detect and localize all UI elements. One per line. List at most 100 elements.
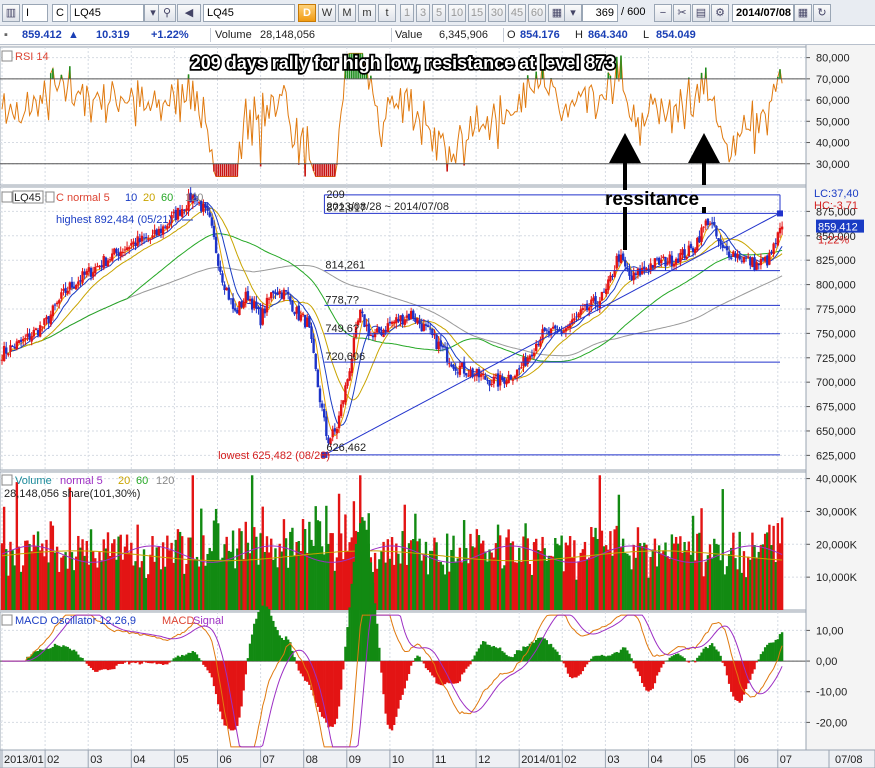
- trend-end-handle[interactable]: [777, 210, 783, 217]
- interval-10-button[interactable]: 10: [448, 4, 466, 22]
- low-tag-label: 626,462: [326, 442, 366, 454]
- period-minute-button[interactable]: m: [358, 4, 376, 22]
- candle-body: [356, 320, 360, 326]
- macd-oscillator-bar: [721, 661, 724, 663]
- search-icon[interactable]: ⚲: [158, 4, 176, 22]
- tools-icon[interactable]: ✂: [673, 4, 691, 22]
- interval-1-button[interactable]: 1: [400, 4, 414, 22]
- period-week-button[interactable]: W: [318, 4, 336, 22]
- interval-30-button[interactable]: 30: [488, 4, 506, 22]
- macd-oscillator-bar: [238, 661, 241, 718]
- refresh-icon[interactable]: ↻: [813, 4, 831, 22]
- period-day-button[interactable]: D: [298, 4, 316, 22]
- volume-bar: [384, 562, 387, 610]
- candle-body: [373, 332, 377, 338]
- volume-bar: [310, 539, 313, 610]
- interval-3-button[interactable]: 3: [416, 4, 430, 22]
- rsi-options-icon[interactable]: [1, 50, 13, 62]
- macd-oscillator-bar: [286, 639, 290, 662]
- volume-bar: [409, 540, 413, 610]
- symbol-input[interactable]: LQ45: [70, 4, 144, 22]
- macd-oscillator-bar: [479, 644, 483, 662]
- symbol-prefix-select[interactable]: I: [22, 4, 48, 22]
- candle-body: [471, 368, 474, 378]
- volume-bar: [390, 537, 394, 610]
- symbol-type[interactable]: C: [52, 4, 68, 22]
- count-input[interactable]: 369: [582, 4, 618, 22]
- macd-options-icon[interactable]: [1, 614, 13, 626]
- macd-oscillator-bar: [159, 661, 163, 664]
- candle-body: [469, 370, 472, 377]
- candle-body: [335, 428, 339, 434]
- minus-icon[interactable]: −: [654, 4, 672, 22]
- macd-oscillator-bar: [352, 561, 356, 662]
- macd-oscillator-bar: [346, 627, 349, 662]
- candle-body: [310, 326, 313, 340]
- current-price-label: 859,412: [818, 222, 858, 234]
- interval-5-button[interactable]: 5: [432, 4, 446, 22]
- macd-oscillator-bar: [486, 644, 489, 662]
- settings-icon[interactable]: ⚙: [711, 4, 729, 22]
- candle-body: [127, 247, 131, 249]
- macd-oscillator-bar: [147, 661, 150, 664]
- count-dropdown-icon[interactable]: ▾: [564, 4, 582, 22]
- period-tick-button[interactable]: t: [378, 4, 396, 22]
- calendar-icon[interactable]: ▦: [794, 4, 812, 22]
- volume-bar: [174, 539, 178, 610]
- volume-bar: [494, 543, 498, 610]
- volume-bar: [34, 546, 38, 610]
- volume-bar: [62, 555, 65, 610]
- volume-bar: [36, 531, 40, 610]
- interval-45-button[interactable]: 45: [508, 4, 526, 22]
- volume-bar: [246, 542, 250, 610]
- volume-bar: [456, 558, 459, 610]
- macd-oscillator-bar: [706, 648, 710, 662]
- volume-options-icon[interactable]: [1, 474, 13, 486]
- candle-body: [386, 323, 390, 333]
- candle-body: [503, 377, 506, 384]
- main-options-icon[interactable]: [1, 191, 13, 203]
- volume-bar: [219, 559, 222, 610]
- candle-body: [532, 352, 536, 357]
- stock-chart[interactable]: 80,000 70,000 60,000 50,000 40,000 30,000 875,…: [0, 45, 875, 768]
- volume-bar: [454, 561, 457, 610]
- candle-body: [715, 225, 718, 237]
- volume-bar: [577, 562, 580, 610]
- price-tick-label: 625,000: [816, 450, 856, 462]
- macd-oscillator-bar: [655, 661, 659, 676]
- interval-60-button[interactable]: 60: [528, 4, 546, 22]
- save-icon[interactable]: ▤: [692, 4, 710, 22]
- candle-body: [161, 226, 165, 235]
- macd-oscillator-bar: [263, 607, 267, 662]
- macd-oscillator-bar: [115, 661, 118, 666]
- volume-bar: [197, 566, 201, 610]
- macd-oscillator-bar: [399, 661, 402, 700]
- volume-bar: [83, 555, 86, 610]
- candle-body: [153, 229, 156, 235]
- macd-oscillator-bar: [113, 661, 116, 670]
- macd-oscillator-bar: [140, 661, 144, 664]
- macd-oscillator-bar: [649, 661, 652, 691]
- macd-oscillator-bar: [719, 655, 722, 662]
- macd-oscillator-bar: [272, 620, 275, 662]
- volume-bar: [725, 566, 729, 610]
- rsi-line: [1, 52, 783, 177]
- volume-bar: [397, 553, 400, 610]
- volume-bar: [772, 525, 775, 610]
- volume-bar: [460, 562, 464, 610]
- macd-oscillator-bar: [183, 655, 186, 662]
- volume-bar: [594, 527, 597, 610]
- macd-oscillator-bar: [691, 660, 695, 662]
- date-input[interactable]: 2014/07/08: [732, 4, 794, 22]
- period-month-button[interactable]: M: [338, 4, 356, 22]
- macd-oscillator-bar: [607, 655, 610, 662]
- volume-bar: [433, 537, 436, 610]
- volume-bar: [68, 487, 72, 610]
- volume-bar: [331, 533, 334, 610]
- macd-oscillator-bar: [556, 651, 559, 662]
- chart-type-icon[interactable]: ▥: [2, 4, 20, 22]
- candle-body: [486, 379, 489, 381]
- macd-oscillator-bar: [138, 661, 141, 665]
- speaker-icon[interactable]: ◀︎: [177, 4, 201, 22]
- interval-15-button[interactable]: 15: [468, 4, 486, 22]
